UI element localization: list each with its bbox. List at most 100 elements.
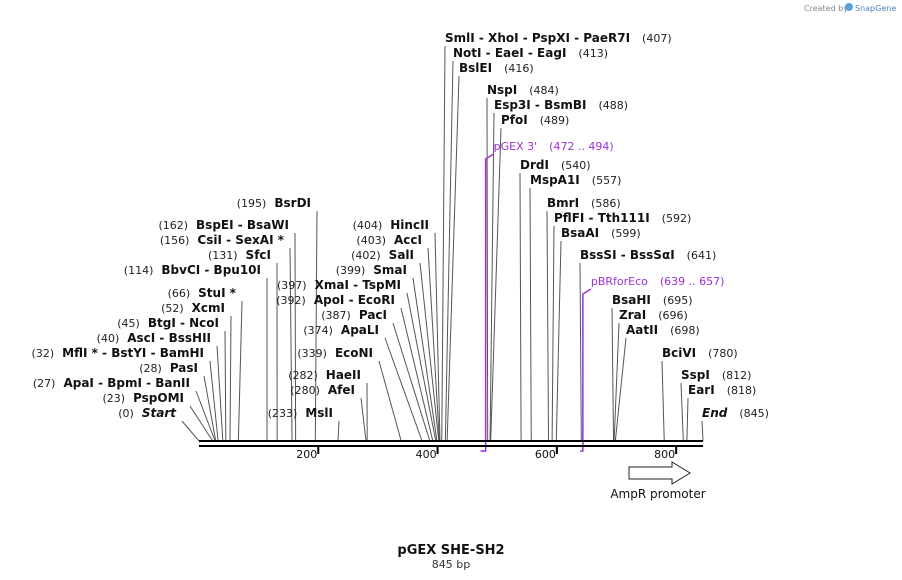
primer-label: pGEX 3' (472 .. 494) <box>494 140 614 153</box>
site-name: BsaHI <box>612 293 651 307</box>
site-position: (413) <box>578 47 608 60</box>
site-leader-line <box>289 247 293 442</box>
site-name: DrdI <box>520 158 549 172</box>
site-leader-line <box>701 420 704 442</box>
tick-label: 200 <box>296 448 317 461</box>
site-name: BsaAI <box>561 226 599 240</box>
site-leader-line <box>427 247 440 442</box>
site-leader-line <box>486 97 489 442</box>
site-position: (387) <box>321 309 351 322</box>
site-name: NspI <box>487 83 517 97</box>
site-leader-line <box>489 112 495 442</box>
site-leader-line <box>680 382 684 442</box>
site-name: SfcI <box>246 248 271 262</box>
primer-name: pGEX 3' <box>494 140 538 153</box>
feature-label: AmpR promoter <box>610 487 705 501</box>
site-name: AfeI <box>328 383 355 397</box>
site-position: (156) <box>160 234 190 247</box>
primer-label: pBRforEco (639 .. 657) <box>591 275 725 288</box>
tick-600: 600 <box>535 446 558 461</box>
site-name: NotI - EaeI - EagI <box>453 46 566 60</box>
site-leader-line <box>360 397 367 442</box>
site-name: MslI <box>305 406 333 420</box>
site-leader-line <box>434 232 441 442</box>
site-position: (131) <box>208 249 238 262</box>
feature-annotations: AmpR promoter <box>610 461 706 501</box>
primer-annotations: pGEX 3' (472 .. 494) pBRforEco (639 .. 657) <box>480 140 725 452</box>
site-position: (374) <box>303 324 333 337</box>
site-position: (195) <box>237 197 267 210</box>
site-mfli-bstyi-bamhi: MflI * - BstYI - BamHI (32) <box>32 346 204 360</box>
site-sali: SalI (402) <box>351 248 414 262</box>
snapgene-credit: Created by SnapGene <box>804 3 896 13</box>
site-sspi: SspI (812) <box>681 368 751 382</box>
site-mspa1i: MspA1I (557) <box>530 173 621 187</box>
site-position: (399) <box>336 264 366 277</box>
site-name: XmaI - TspMI <box>315 278 401 292</box>
site-apai-bpmi-banii: ApaI - BpmI - BanII (27) <box>33 376 190 390</box>
site-leader-line <box>412 277 438 442</box>
site-paci: PacI (387) <box>321 308 387 322</box>
site-leader-line <box>551 225 555 442</box>
site-position: (557) <box>592 174 622 187</box>
site-position: (484) <box>529 84 559 97</box>
site-name: HincII <box>390 218 429 232</box>
site-position: (540) <box>561 159 591 172</box>
site-name: ApaLI <box>341 323 379 337</box>
map-title: pGEX SHE-SH2 <box>397 543 504 558</box>
primer-range: (639 .. 657) <box>660 275 725 288</box>
primer-bracket <box>580 288 592 452</box>
site-position: (488) <box>598 99 628 112</box>
site-position: (45) <box>117 317 140 330</box>
site-position: (280) <box>290 384 320 397</box>
site-leader-line <box>314 210 318 442</box>
site-bslei: BslEI (416) <box>459 61 534 75</box>
site-position: (397) <box>277 279 307 292</box>
site-position: (32) <box>32 347 55 360</box>
site-asci-bsshii: AscI - BssHII (40) <box>97 331 211 345</box>
site-bsahi: BsaHI (695) <box>612 293 693 307</box>
site-name: PspOMI <box>133 391 184 405</box>
site-leader-line <box>229 315 232 442</box>
primer-pgex-3: pGEX 3' (472 .. 494) <box>480 140 614 452</box>
site-position: (403) <box>356 234 386 247</box>
site-position: (392) <box>276 294 306 307</box>
site-name: BmrI <box>547 196 579 210</box>
site-leader-line <box>216 345 224 442</box>
site-leader-line <box>392 322 431 442</box>
site-position: (52) <box>161 302 184 315</box>
site-leader-line <box>579 262 582 442</box>
site-haeii: HaeII (282) <box>288 368 361 382</box>
site-leader-line <box>546 210 550 442</box>
site-position: (780) <box>708 347 738 360</box>
sequence-backbone <box>199 440 703 447</box>
site-end: End (845) <box>702 406 769 420</box>
site-position: (489) <box>540 114 570 127</box>
site-leader-line <box>189 405 214 442</box>
site-name: MflI * - BstYI - BamHI <box>62 346 204 360</box>
site-acci: AccI (403) <box>356 233 422 247</box>
site-position: (812) <box>722 369 752 382</box>
site-position: (27) <box>33 377 56 390</box>
site-name: SmlI - XhoI - PspXI - PaeR7I <box>445 31 630 45</box>
primer-range: (472 .. 494) <box>549 140 614 153</box>
primer-pbrforeco: pBRforEco (639 .. 657) <box>580 275 725 452</box>
site-leader-line <box>203 375 217 442</box>
credit-prefix: Created by <box>804 4 848 13</box>
site-position: (28) <box>139 362 162 375</box>
site-name: BssSI - BssSαI <box>580 248 675 262</box>
site-smli-xhoi-pspxi-paer7i: SmlI - XhoI - PspXI - PaeR7I (407) <box>445 31 672 45</box>
site-drdi: DrdI (540) <box>520 158 591 172</box>
site-bsaai: BsaAI (599) <box>561 226 641 240</box>
site-name: SspI <box>681 368 710 382</box>
site-name: XcmI <box>192 301 225 315</box>
site-leader-line <box>441 45 446 442</box>
site-leader-line <box>446 75 460 442</box>
site-zrai: ZraI (696) <box>619 308 688 322</box>
site-esp3i-bsmbi: Esp3I - BsmBI (488) <box>494 98 628 112</box>
site-position: (402) <box>351 249 381 262</box>
site-position: (416) <box>504 62 534 75</box>
site-bsrdi: BsrDI (195) <box>237 196 311 210</box>
site-name: AatII <box>626 323 658 337</box>
tick-800: 800 <box>654 446 678 461</box>
